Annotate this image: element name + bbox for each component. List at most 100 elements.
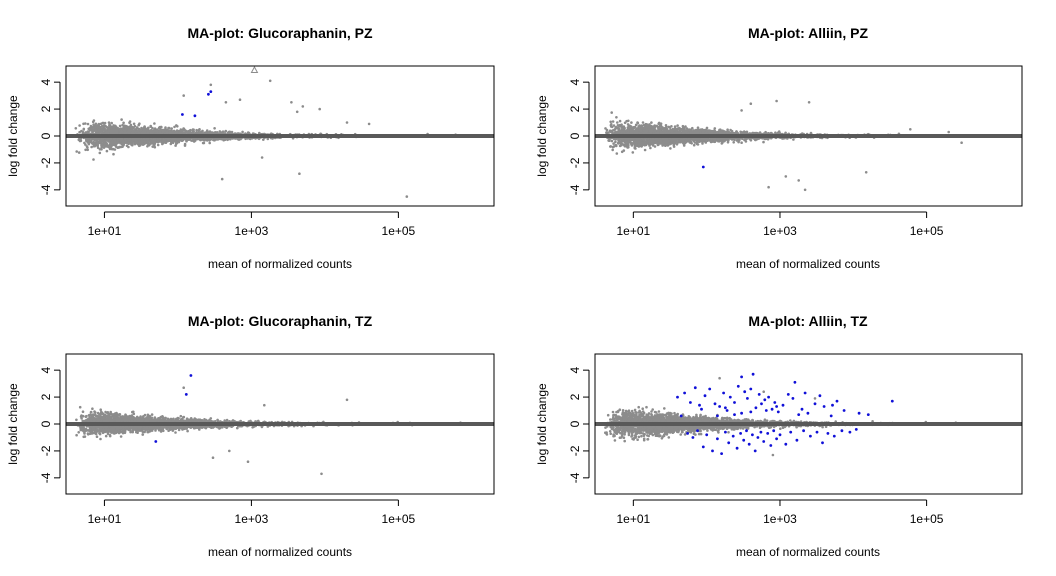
data-point	[681, 124, 685, 128]
data-point	[181, 139, 185, 142]
data-point	[172, 130, 176, 133]
data-point	[113, 137, 116, 141]
data-point	[153, 122, 156, 125]
data-point	[110, 147, 114, 151]
data-point	[106, 138, 109, 141]
data-point	[179, 129, 182, 132]
significant-point	[181, 113, 184, 116]
data-point	[262, 138, 265, 141]
data-point	[113, 142, 116, 145]
data-point	[611, 148, 614, 152]
data-point	[164, 126, 167, 129]
data-point	[609, 145, 613, 148]
y-tick-label: 4	[39, 78, 53, 85]
data-point	[121, 123, 124, 127]
data-point	[192, 140, 196, 143]
data-point	[138, 140, 141, 144]
data-point	[218, 130, 222, 133]
data-point	[123, 124, 126, 127]
triangle-marker	[250, 66, 259, 74]
data-point	[138, 128, 142, 132]
data-point	[96, 142, 99, 146]
data-point	[98, 151, 102, 155]
x-tick-label: 1e+03	[235, 224, 269, 238]
data-point	[156, 140, 160, 143]
data-point	[367, 122, 371, 126]
data-point	[156, 143, 160, 147]
significant-point	[193, 114, 197, 118]
data-point	[641, 121, 645, 124]
data-point	[127, 138, 131, 142]
data-point	[162, 139, 165, 143]
data-point	[90, 138, 93, 142]
data-point	[116, 129, 119, 133]
data-point	[145, 140, 149, 143]
data-point	[104, 131, 107, 135]
data-point	[80, 129, 83, 133]
data-point	[744, 140, 748, 143]
data-point	[102, 124, 106, 127]
data-point	[182, 94, 185, 97]
data-point	[105, 144, 109, 148]
data-point	[105, 149, 109, 153]
data-point	[87, 139, 91, 143]
data-point	[124, 128, 128, 131]
data-point	[704, 141, 708, 144]
data-point	[149, 125, 152, 128]
data-point	[198, 128, 201, 131]
data-point	[100, 148, 103, 151]
data-point	[97, 123, 100, 127]
data-point	[657, 122, 660, 125]
data-point	[298, 172, 301, 175]
data-point	[643, 148, 647, 152]
data-point	[184, 129, 187, 133]
data-point	[318, 107, 322, 111]
data-point	[74, 127, 78, 130]
data-point	[100, 122, 103, 125]
data-point	[238, 98, 242, 101]
data-point	[82, 122, 85, 126]
data-point	[108, 127, 111, 131]
data-point	[130, 129, 133, 132]
x-tick-label: 1e+05	[382, 224, 416, 238]
data-point	[667, 125, 671, 129]
data-point	[85, 139, 88, 142]
data-point	[614, 140, 617, 144]
data-point	[121, 139, 125, 142]
data-point	[405, 195, 409, 198]
data-point	[170, 127, 173, 130]
significant-point	[207, 92, 210, 96]
data-point	[159, 128, 162, 131]
data-point	[132, 122, 136, 126]
data-point	[102, 144, 106, 147]
data-point	[196, 131, 199, 135]
data-point	[119, 137, 123, 141]
data-point	[147, 142, 151, 145]
data-point	[100, 138, 104, 141]
data-point	[96, 126, 99, 129]
data-point	[100, 145, 104, 148]
y-axis-label: log fold change	[6, 95, 20, 177]
data-point	[118, 124, 122, 128]
data-point	[160, 140, 163, 144]
data-point	[670, 125, 673, 128]
data-point	[621, 139, 625, 143]
data-point	[676, 124, 679, 127]
data-point	[182, 131, 185, 135]
data-point	[610, 139, 614, 143]
data-point	[188, 129, 191, 133]
data-point	[92, 142, 95, 146]
data-point	[202, 138, 205, 142]
data-point	[175, 141, 178, 144]
data-point	[201, 141, 205, 145]
data-point	[134, 137, 138, 140]
data-point	[713, 129, 716, 132]
data-point	[148, 140, 152, 143]
data-point	[183, 142, 187, 146]
data-point	[132, 126, 135, 130]
data-point	[89, 124, 93, 128]
data-point	[127, 145, 130, 149]
x-axis-label: mean of normalized counts	[208, 257, 352, 271]
data-point	[129, 123, 133, 127]
